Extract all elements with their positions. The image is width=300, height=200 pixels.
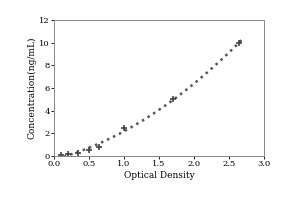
Y-axis label: Concentration(ng/mL): Concentration(ng/mL) — [27, 37, 36, 139]
X-axis label: Optical Density: Optical Density — [124, 171, 194, 180]
